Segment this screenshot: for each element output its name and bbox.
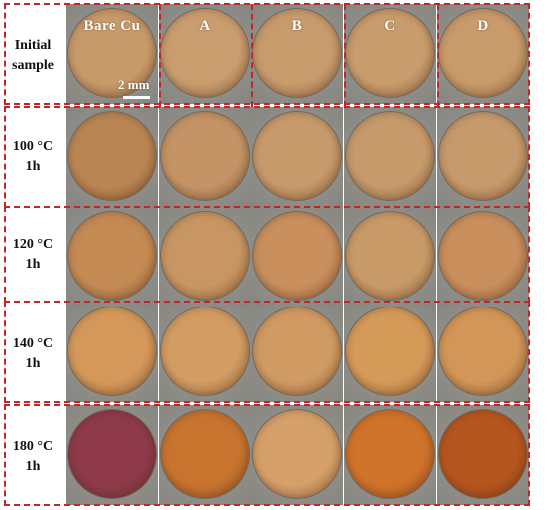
column-label: A — [199, 18, 211, 34]
sample-cell — [251, 107, 343, 207]
sample-cell — [251, 405, 343, 505]
copper-sample-disc — [346, 9, 434, 97]
sample-cell — [159, 107, 251, 207]
sample-cell — [251, 302, 343, 402]
row-frame — [4, 206, 530, 303]
sample-cell — [251, 4, 343, 104]
scale-bar — [123, 96, 150, 99]
sample-cell — [344, 405, 436, 505]
sample-cell — [159, 405, 251, 505]
copper-sample-disc — [253, 112, 341, 200]
column-separator — [251, 4, 253, 107]
row-label: 100 °C 1h — [0, 107, 66, 207]
copper-sample-disc — [161, 410, 249, 498]
copper-sample-disc — [161, 307, 249, 395]
copper-sample-disc — [439, 112, 527, 200]
copper-sample-disc — [346, 212, 434, 300]
row-label-condition: 100 °C — [12, 139, 54, 154]
copper-sample-disc — [161, 9, 249, 97]
sample-cell — [66, 405, 158, 505]
copper-sample-disc — [439, 212, 527, 300]
sample-cell — [344, 4, 436, 104]
copper-sample-disc — [253, 307, 341, 395]
row-frame — [4, 106, 530, 208]
sample-cell — [437, 405, 529, 505]
copper-sample-disc — [346, 307, 434, 395]
column-label: Bare Cu — [83, 18, 141, 34]
row-label-detail: 1h — [25, 458, 41, 474]
sample-cell — [344, 302, 436, 402]
column-label: C — [384, 18, 396, 34]
copper-sample-disc — [253, 212, 341, 300]
row-frame — [4, 3, 530, 105]
row-label: Initial sample — [0, 4, 66, 107]
copper-sample-disc — [68, 112, 156, 200]
row-frame — [4, 301, 530, 403]
row-label-condition: 140 °C — [12, 335, 54, 351]
column-separator — [344, 4, 346, 107]
column-label: D — [477, 18, 489, 34]
row-label-detail: sample — [12, 57, 54, 73]
sample-cell — [344, 207, 436, 307]
sample-cell — [159, 207, 251, 307]
copper-sample-disc — [346, 112, 434, 200]
copper-sample-disc — [253, 9, 341, 97]
sample-cell — [159, 302, 251, 402]
sample-cell — [437, 107, 529, 207]
copper-sample-disc — [161, 212, 249, 300]
row-label-detail: 1h — [25, 159, 41, 174]
row-frame — [4, 404, 530, 506]
column-separator — [437, 4, 439, 107]
sample-cell — [66, 4, 158, 104]
copper-sample-disc — [68, 410, 156, 498]
sample-cell — [66, 302, 158, 402]
column-separator — [159, 4, 161, 107]
copper-sample-disc — [68, 212, 156, 300]
copper-sample-disc — [68, 307, 156, 395]
row-label-condition: 120 °C — [12, 236, 54, 252]
copper-sample-disc — [439, 410, 527, 498]
scale-bar-label: 2 mm — [118, 77, 150, 92]
row-label-condition: Initial — [14, 37, 52, 53]
sample-cell — [66, 207, 158, 307]
row-label: 120 °C 1h — [0, 207, 66, 302]
sample-cell — [437, 4, 529, 104]
copper-sample-disc — [161, 112, 249, 200]
sample-cell — [251, 207, 343, 307]
row-label: 140 °C 1h — [0, 302, 66, 405]
row-label: 180 °C 1h — [0, 405, 66, 508]
sample-cell — [159, 4, 251, 104]
copper-sample-disc — [439, 9, 527, 97]
row-label-detail: 1h — [25, 355, 41, 371]
copper-sample-disc — [439, 307, 527, 395]
copper-sample-disc — [253, 410, 341, 498]
copper-sample-disc — [68, 9, 156, 97]
sample-cell — [437, 207, 529, 307]
row-label-condition: 180 °C — [12, 438, 54, 454]
column-label: B — [291, 18, 303, 34]
sample-cell — [437, 302, 529, 402]
row-label-detail: 1h — [25, 256, 41, 272]
sample-cell — [66, 107, 158, 207]
copper-sample-disc — [346, 410, 434, 498]
sample-cell — [344, 107, 436, 207]
